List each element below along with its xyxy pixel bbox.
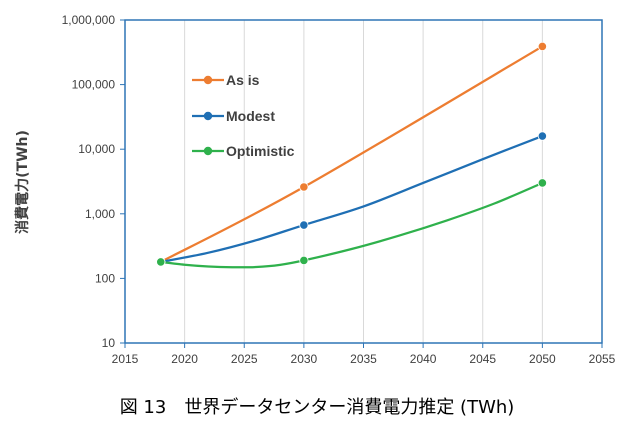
legend-marker-optimistic	[203, 146, 213, 156]
figure-caption: 図 13 世界データセンター消費電力推定 (TWh)	[119, 397, 515, 418]
data-point-optimistic	[299, 255, 309, 265]
legend: As is Modest Optimistic	[192, 72, 295, 159]
y-axis-label: 消費電力(TWh)	[14, 130, 31, 234]
x-tick-label: 2030	[291, 352, 318, 366]
line-chart: 消費電力(TWh) 10 100 1,000 10,000 100,000 1,000,0…	[14, 13, 616, 366]
y-tick-label: 10	[102, 336, 116, 350]
x-tick-label: 2035	[350, 352, 377, 366]
data-point-modest	[537, 131, 547, 141]
legend-label-optimistic: Optimistic	[226, 143, 295, 159]
legend-label-modest: Modest	[226, 108, 275, 124]
data-point-as-is	[299, 182, 309, 192]
y-tick-label: 1,000,000	[62, 13, 116, 27]
y-tick-label: 1,000	[85, 207, 115, 221]
data-point-as-is	[537, 41, 547, 52]
series-line-as-is	[160, 45, 543, 263]
x-tick-label: 2055	[589, 352, 616, 366]
legend-label-as-is: As is	[226, 72, 260, 88]
data-point-modest	[299, 220, 309, 230]
x-tick-label: 2025	[231, 352, 258, 366]
x-tick-label: 2015	[112, 352, 139, 366]
y-tick-label: 10,000	[78, 142, 115, 156]
y-tick-label: 100,000	[72, 78, 116, 92]
y-axis-ticks: 10 100 1,000 10,000 100,000 1,000,000	[62, 13, 125, 350]
series-line-optimistic	[160, 181, 543, 269]
x-tick-label: 2045	[469, 352, 496, 366]
legend-marker-modest	[203, 111, 213, 121]
series-markers	[156, 41, 547, 267]
series-lines	[160, 45, 543, 269]
gridlines	[184, 20, 543, 343]
x-axis-ticks: 2015 2020 2025 2030 2035 2040 2045 2050 2055	[112, 343, 616, 366]
data-point-optimistic	[156, 257, 166, 267]
series-line-modest	[160, 134, 543, 264]
legend-marker-as-is	[203, 75, 213, 85]
x-tick-label: 2020	[171, 352, 198, 366]
data-point-optimistic	[537, 178, 547, 188]
x-tick-label: 2040	[410, 352, 437, 366]
x-tick-label: 2050	[529, 352, 556, 366]
y-tick-label: 100	[95, 271, 115, 285]
